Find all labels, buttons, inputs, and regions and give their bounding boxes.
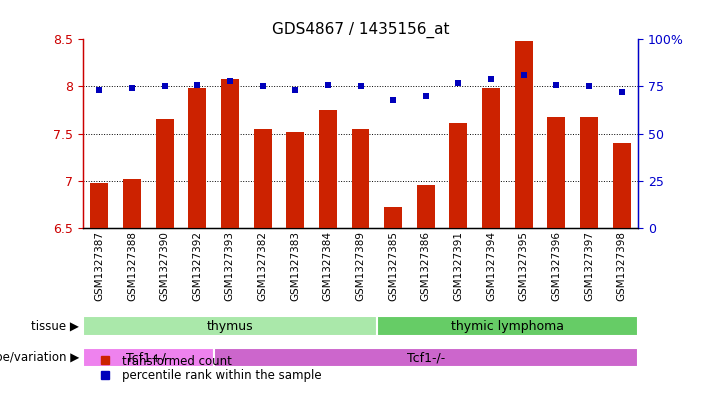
Bar: [417, 185, 435, 228]
Bar: [384, 207, 402, 228]
Text: Tcf1-/-: Tcf1-/-: [407, 351, 445, 364]
Text: Tcf1+/-: Tcf1+/-: [126, 351, 170, 364]
Text: tissue ▶: tissue ▶: [32, 320, 79, 333]
Bar: [547, 117, 565, 228]
Bar: [221, 79, 239, 228]
Bar: [123, 179, 141, 228]
Title: GDS4867 / 1435156_at: GDS4867 / 1435156_at: [272, 22, 449, 38]
Text: thymus: thymus: [206, 320, 253, 333]
Bar: [213, 348, 638, 367]
Bar: [580, 117, 598, 228]
Bar: [156, 119, 174, 228]
Bar: [254, 129, 272, 228]
Legend: transformed count, percentile rank within the sample: transformed count, percentile rank withi…: [89, 350, 326, 387]
Bar: [319, 110, 337, 228]
Bar: [286, 132, 304, 228]
Text: thymic lymphoma: thymic lymphoma: [451, 320, 564, 333]
Bar: [83, 348, 213, 367]
Bar: [482, 88, 500, 228]
Bar: [613, 143, 631, 228]
Bar: [188, 88, 206, 228]
Bar: [515, 41, 533, 228]
Bar: [449, 123, 467, 228]
Bar: [83, 316, 377, 336]
Bar: [90, 183, 108, 228]
Bar: [377, 316, 638, 336]
Text: genotype/variation ▶: genotype/variation ▶: [0, 351, 79, 364]
Bar: [352, 129, 369, 228]
